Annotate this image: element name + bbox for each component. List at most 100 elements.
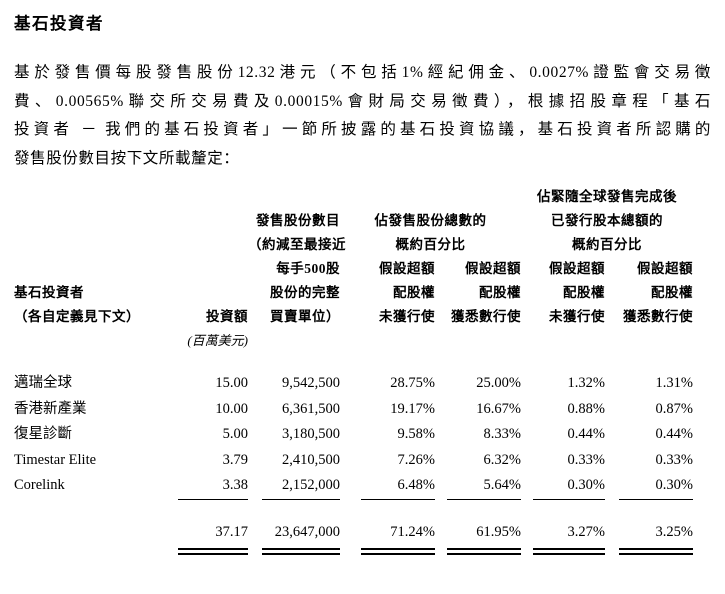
double-rule: [248, 548, 340, 555]
cell-shares: 9,542,500: [282, 375, 340, 391]
header-group-offer-line: 概約百分比: [395, 237, 466, 252]
header-col-investment: 投資額 (百萬美元): [160, 305, 248, 353]
cell-offer-pct-no-exercise: 19.17%: [390, 400, 435, 417]
cell-offer-pct-no-exercise: 6.48%: [397, 477, 435, 493]
subheader-line: 假設超額: [379, 261, 435, 276]
table-row: Corelink 3.38 2,152,000 6.48% 5.64% 0.30…: [14, 473, 693, 499]
intro-line-1: 基於發售價每股發售股份12.32港元（不包括1%經紀佣金、0.0027%證監會交…: [14, 64, 711, 81]
cell-offer-pct-no-exercise: 9.58%: [397, 426, 435, 442]
intro-line-2: 費、0.00565%聯交所交易費及0.00015%會財局交易徵費），根據招股章程…: [14, 92, 711, 110]
double-rule: [435, 548, 521, 555]
intro-line-4: 發售股份數目按下文所載釐定：: [14, 149, 240, 167]
header-group-capital-line: 概約百分比: [572, 237, 642, 252]
cell-capital-pct-no-exercise: 0.88%: [567, 400, 605, 417]
header-capital-subcolumns: 假設超額 配股權 未獲行使 假設超額 配股權 獲悉數行使: [521, 257, 693, 329]
cell-capital-pct-no-exercise: 0.33%: [567, 451, 605, 468]
table-row: 邁瑞全球 15.00 9,542,500 28.75% 25.00% 1.32%…: [14, 371, 693, 397]
single-rule: [248, 498, 340, 501]
subheader-line: 假設超額: [637, 261, 693, 276]
single-rule: [160, 498, 248, 501]
table-row: Timestar Elite 3.79 2,410,500 7.26% 6.32…: [14, 448, 693, 474]
single-rule: [605, 498, 693, 501]
cell-shares: 2,152,000: [282, 477, 340, 493]
double-rule: [160, 548, 248, 555]
header-shares-line: 買賣單位）: [270, 309, 340, 324]
total-investment: 37.17: [215, 523, 248, 540]
cell-offer-pct-full-exercise: 16.67%: [476, 400, 521, 417]
header-group-capital-line: 已發行股本總額的: [551, 213, 663, 228]
cell-capital-pct-full-exercise: 1.31%: [655, 375, 693, 391]
header-investor-line: 基石投資者: [14, 285, 84, 300]
header-investment-unit: (百萬美元): [187, 333, 248, 348]
total-capital-pct-full-exercise: 3.25%: [655, 523, 693, 540]
single-rule: [435, 498, 521, 501]
cell-capital-pct-full-exercise: 0.87%: [655, 400, 693, 417]
header-group-capital-pct: 佔緊隨全球發售完成後 已發行股本總額的 概約百分比 假設超額 配股權 未獲行使 …: [521, 185, 693, 353]
header-shares-line: 發售股份數目: [256, 213, 340, 228]
double-rule: [605, 548, 693, 555]
cell-offer-pct-no-exercise: 7.26%: [397, 451, 435, 468]
double-rule-row: [14, 548, 693, 555]
cell-capital-pct-full-exercise: 0.44%: [655, 426, 693, 442]
subheader-line: 獲悉數行使: [623, 309, 693, 324]
header-investment-label: 投資額: [206, 309, 248, 324]
header-group-offer-pct: 佔發售股份總數的 概約百分比 假設超額 配股權 未獲行使 假設超額 配股權 獲悉…: [340, 209, 521, 353]
table-body: 邁瑞全球 15.00 9,542,500 28.75% 25.00% 1.32%…: [14, 371, 693, 499]
header-col-shares: 發售股份數目 （約減至最接近 每手500股 股份的完整 買賣單位）: [248, 209, 346, 353]
header-shares-line: 股份的完整: [270, 285, 340, 300]
cell-offer-pct-full-exercise: 6.32%: [483, 451, 521, 468]
table-header: 基石投資者 （各自定義見下文） 投資額 (百萬美元) 發售股份數目 （約減至最接…: [14, 185, 693, 353]
rule-spacer: [14, 499, 160, 501]
totals-row: 37.17 23,647,000 71.24% 61.95% 3.27% 3.2…: [14, 520, 693, 546]
header-investor-line: （各自定義見下文）: [14, 309, 140, 324]
cell-shares: 2,410,500: [282, 451, 340, 468]
subheader-offer-full-exercise: 假設超額 配股權 獲悉數行使: [435, 257, 521, 329]
intro-paragraph: 基於發售價每股發售股份12.32港元（不包括1%經紀佣金、0.0027%證監會交…: [14, 59, 711, 173]
intro-line-3: 投資者 － 我們的基石投資者」一節所披露的基石投資協議，基石投資者所認購的: [14, 121, 711, 138]
cell-capital-pct-full-exercise: 0.33%: [655, 451, 693, 468]
cell-offer-pct-full-exercise: 8.33%: [483, 426, 521, 442]
subheader-line: 未獲行使: [549, 309, 605, 324]
cell-investor: 邁瑞全球: [14, 375, 72, 391]
header-col-investor: 基石投資者 （各自定義見下文）: [14, 281, 160, 353]
subheader-line: 獲悉數行使: [451, 309, 521, 324]
table-row: 香港新產業 10.00 6,361,500 19.17% 16.67% 0.88…: [14, 397, 693, 423]
cell-investment: 5.00: [222, 426, 248, 442]
cell-capital-pct-no-exercise: 0.44%: [567, 426, 605, 442]
subheader-capital-full-exercise: 假設超額 配股權 獲悉數行使: [605, 257, 693, 329]
header-group-offer-line: 佔發售股份總數的: [374, 213, 487, 228]
cell-investor: Corelink: [14, 477, 65, 493]
single-rule: [521, 498, 605, 501]
cell-offer-pct-full-exercise: 25.00%: [476, 375, 521, 391]
subheader-offer-no-exercise: 假設超額 配股權 未獲行使: [340, 257, 435, 329]
double-rule: [340, 548, 435, 555]
cell-investor: 復星診斷: [14, 426, 72, 442]
total-capital-pct-no-exercise: 3.27%: [567, 523, 605, 540]
cell-offer-pct-full-exercise: 5.64%: [483, 477, 521, 493]
subheader-capital-no-exercise: 假設超額 配股權 未獲行使: [521, 257, 605, 329]
cell-investment: 3.79: [222, 451, 248, 468]
subheader-line: 配股權: [393, 285, 435, 300]
cell-investor: 香港新產業: [14, 400, 87, 417]
subheader-line: 假設超額: [549, 261, 605, 276]
table-row: 復星診斷 5.00 3,180,500 9.58% 8.33% 0.44% 0.…: [14, 422, 693, 448]
cell-investment: 15.00: [215, 375, 248, 391]
subheader-line: 未獲行使: [379, 309, 435, 324]
section-title: 基石投資者: [14, 14, 104, 33]
cell-investor: [14, 520, 160, 546]
cell-shares: 6,361,500: [282, 400, 340, 417]
cell-offer-pct-no-exercise: 28.75%: [390, 375, 435, 391]
double-rule: [521, 548, 605, 555]
cell-capital-pct-no-exercise: 0.30%: [567, 477, 605, 493]
cell-capital-pct-full-exercise: 0.30%: [655, 477, 693, 493]
subheader-line: 假設超額: [465, 261, 521, 276]
cell-investor: Timestar Elite: [14, 451, 97, 468]
header-offer-subcolumns: 假設超額 配股權 未獲行使 假設超額 配股權 獲悉數行使: [340, 257, 521, 329]
total-offer-pct-no-exercise: 71.24%: [390, 523, 435, 540]
subheader-line: 配股權: [479, 285, 521, 300]
cell-investment: 10.00: [215, 400, 248, 417]
header-shares-line: （約減至最接近: [248, 237, 346, 252]
cell-investment: 3.38: [222, 477, 248, 493]
header-shares-line: 每手500股: [276, 261, 340, 276]
